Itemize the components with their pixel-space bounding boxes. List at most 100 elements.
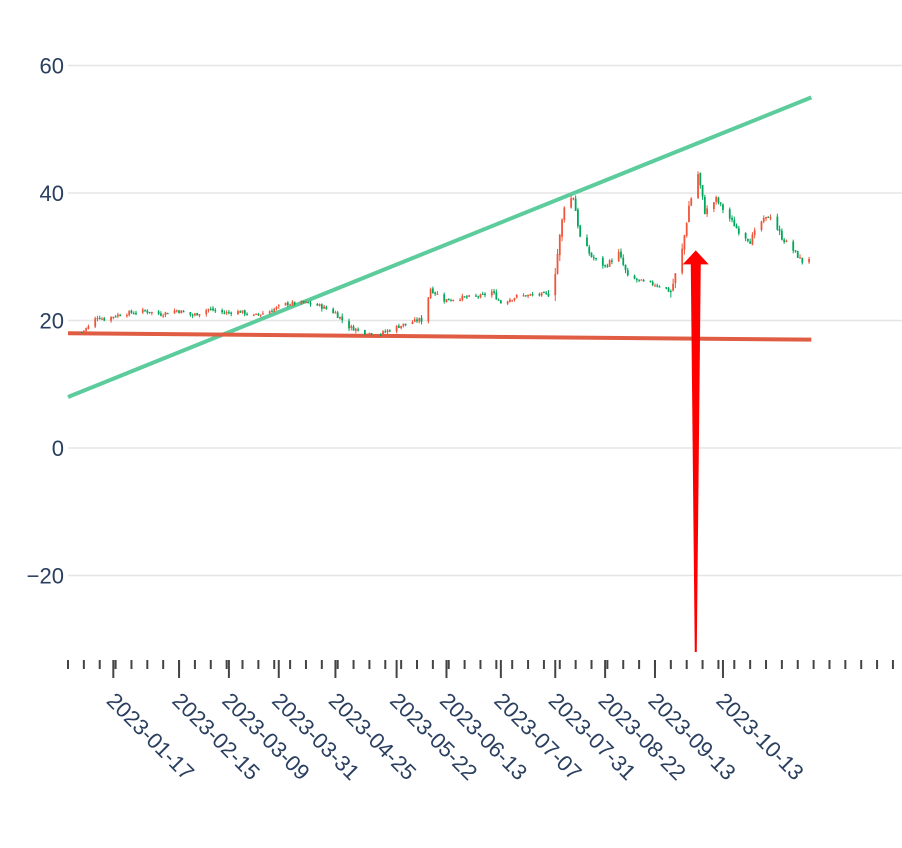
candle-body: [318, 304, 321, 306]
candle-body: [431, 288, 434, 294]
candle-body: [592, 257, 595, 259]
candle-body: [386, 330, 389, 333]
candle-body: [513, 297, 516, 300]
candle-body: [556, 253, 559, 274]
candle-body: [175, 310, 178, 312]
candle-body: [538, 294, 541, 296]
candle-body: [543, 291, 545, 294]
candle-body: [722, 204, 724, 210]
candle-body: [144, 310, 146, 312]
candle-body: [796, 251, 799, 258]
candle-body: [271, 311, 273, 313]
candle-body: [719, 202, 722, 204]
candle-body: [563, 207, 566, 220]
candle-body: [499, 300, 502, 304]
candle-body: [429, 289, 432, 299]
candle-body: [776, 216, 779, 230]
candle-body: [323, 306, 325, 309]
candle-body: [606, 265, 609, 267]
candle-body: [413, 319, 416, 322]
candle-body: [366, 334, 369, 336]
candle-body: [463, 296, 466, 298]
candle-body: [334, 312, 337, 314]
candle-body: [783, 239, 786, 243]
y-tick-label: 0: [52, 436, 64, 461]
candle-body: [731, 217, 733, 220]
candle-body: [189, 312, 192, 315]
candle-body: [259, 314, 262, 316]
candle-body: [624, 264, 627, 270]
y-tick-label: 60: [40, 54, 64, 79]
candle-body: [400, 325, 403, 329]
candle-body: [162, 315, 165, 317]
arrow-annotation: [682, 250, 709, 652]
candle-body: [160, 313, 162, 316]
candle-body: [207, 308, 210, 311]
candle-body: [173, 310, 176, 314]
candle-body: [785, 240, 788, 243]
candle-body: [223, 312, 226, 314]
candle-body: [277, 305, 280, 307]
candle-body: [753, 230, 756, 235]
candle-body: [354, 328, 357, 331]
candle-body: [379, 334, 382, 336]
candle-body: [626, 270, 629, 276]
candle-body: [82, 330, 85, 333]
candle-body: [577, 209, 579, 227]
candle-body: [228, 312, 230, 314]
candle-body: [590, 252, 593, 258]
candle-body: [475, 295, 477, 297]
candle-body: [370, 333, 373, 335]
candle-body: [586, 237, 588, 247]
trend-line-green: [67, 95, 813, 399]
candle-body: [132, 313, 135, 315]
candle-body: [712, 202, 715, 210]
candle-body: [658, 286, 661, 288]
candle-body: [373, 334, 375, 336]
candle-body: [198, 314, 201, 316]
candle-body: [524, 295, 527, 297]
candle-body: [744, 232, 747, 239]
candle-body: [611, 260, 613, 262]
candle-body: [300, 301, 303, 304]
candle-body: [350, 326, 353, 328]
candle-body: [262, 313, 264, 315]
candle-body: [604, 265, 607, 267]
gridlines: [68, 64, 902, 577]
candle-body: [780, 230, 783, 240]
candle-body: [735, 225, 738, 229]
candle-body: [461, 295, 464, 300]
candle-body: [225, 312, 228, 314]
candle-body: [221, 310, 224, 313]
y-axis-ticks: 60 40 20 0 −20: [27, 54, 64, 589]
candle-body: [275, 306, 278, 309]
y-tick-label: 40: [40, 181, 64, 206]
candle-body: [701, 185, 704, 197]
candle-body: [728, 209, 731, 219]
arrow-annotation-shape: [682, 250, 709, 652]
candle-body: [368, 332, 371, 335]
candle-body: [733, 219, 736, 227]
candle-body: [765, 216, 767, 219]
candle-body: [341, 316, 344, 321]
candle-body: [284, 302, 287, 306]
candle-body: [527, 294, 529, 297]
candle-body: [434, 292, 437, 294]
candles: [80, 171, 810, 337]
candle-body: [654, 285, 656, 287]
candle-body: [443, 294, 446, 302]
candle-body: [395, 325, 398, 332]
candle-body: [246, 313, 248, 316]
candle-body: [579, 225, 582, 237]
candle-body: [214, 310, 217, 312]
candle-body: [114, 316, 117, 318]
candle-body: [230, 312, 233, 314]
candle-body: [506, 301, 509, 304]
candle-body: [495, 292, 498, 300]
candle-body: [669, 290, 672, 293]
candle-body: [411, 322, 414, 324]
candle-body: [339, 316, 341, 319]
candle-body: [638, 279, 641, 281]
candle-body: [416, 319, 418, 322]
